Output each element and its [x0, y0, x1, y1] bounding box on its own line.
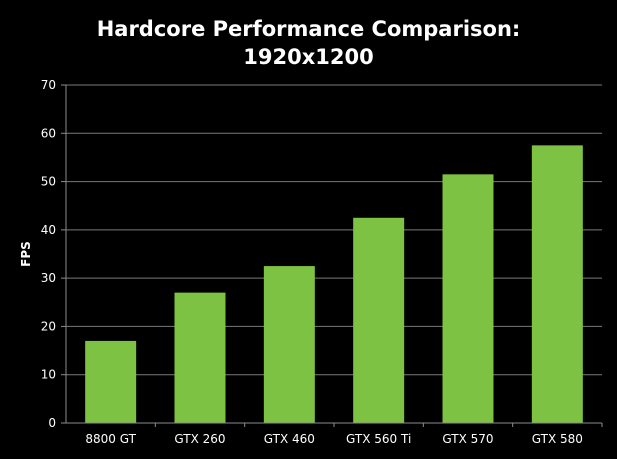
chart-title-line-2: 1920x1200 [243, 45, 374, 69]
y-tick-labels: 0 10 20 30 40 50 60 70 [41, 78, 56, 430]
x-tick-label: GTX 580 [532, 432, 583, 446]
y-tick-label: 30 [41, 271, 56, 285]
y-tick-label: 60 [41, 126, 56, 140]
y-tick-label: 70 [41, 78, 56, 92]
chart-title-line-1: Hardcore Performance Comparison: [96, 17, 521, 41]
y-tick-label: 0 [48, 416, 56, 430]
gridlines [66, 84, 602, 376]
bar [174, 292, 226, 423]
y-tick-label: 10 [41, 368, 56, 382]
x-tick-label: GTX 260 [174, 432, 225, 446]
x-tick-label: GTX 460 [264, 432, 315, 446]
x-tick-label: GTX 570 [442, 432, 493, 446]
bar [353, 217, 405, 423]
bar [85, 340, 137, 423]
x-tick-label: GTX 560 Ti [346, 432, 411, 446]
y-tick-label: 50 [41, 175, 56, 189]
y-tick-label: 20 [41, 319, 56, 333]
bars [85, 145, 583, 423]
axes [61, 84, 603, 427]
y-axis-label: FPS [19, 241, 33, 267]
bar [531, 145, 583, 423]
bar [442, 174, 494, 423]
bar [263, 266, 315, 423]
x-tick-labels: 8800 GT GTX 260 GTX 460 GTX 560 Ti GTX 570 GT… [85, 432, 583, 446]
y-tick-label: 40 [41, 223, 56, 237]
x-tick-label: 8800 GT [85, 432, 136, 446]
